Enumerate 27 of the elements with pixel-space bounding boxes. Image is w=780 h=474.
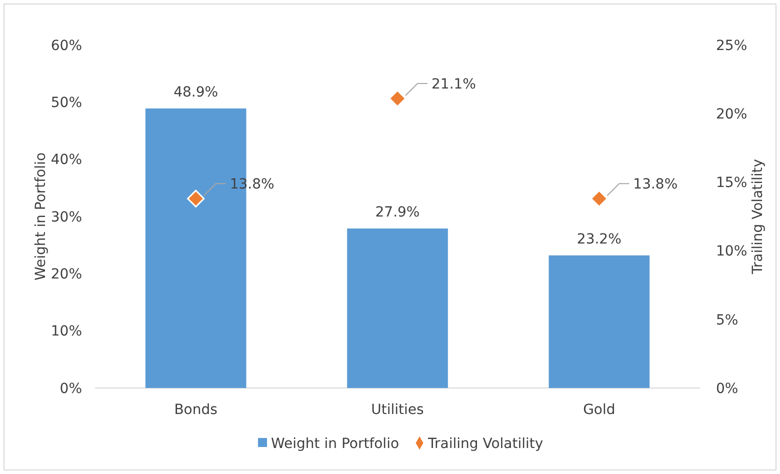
- y-tick-label: 60%: [50, 38, 82, 54]
- y-tick-label: 50%: [50, 95, 82, 112]
- y-tick-label: 30%: [50, 209, 82, 226]
- y-axis-title: Weight in Portfolio: [33, 152, 49, 281]
- y2-tick-label: 0%: [716, 380, 738, 397]
- bar: [347, 228, 448, 388]
- legend-label: Weight in Portfolio: [271, 436, 400, 452]
- x-tick-label: Utilities: [371, 402, 424, 418]
- bar: [548, 255, 650, 388]
- y2-tick-label: 15%: [716, 175, 748, 192]
- y-tick-label: 20%: [50, 266, 82, 283]
- x-tick-label: Bonds: [174, 402, 218, 418]
- y2-axis-title: Trailing Volatility: [750, 158, 766, 276]
- data-label: 21.1%: [432, 76, 476, 93]
- x-tick-label: Gold: [583, 402, 616, 418]
- y-tick-label: 0%: [60, 380, 82, 397]
- data-label: 23.2%: [576, 231, 622, 248]
- data-label: 13.8%: [633, 176, 678, 193]
- y2-tick-label: 20%: [716, 106, 748, 122]
- data-label: 27.9%: [375, 204, 420, 221]
- y-tick-label: 10%: [50, 324, 82, 340]
- y2-tick-label: 10%: [716, 244, 748, 260]
- data-label: 48.9%: [174, 84, 218, 100]
- y2-tick-label: 5%: [716, 312, 738, 328]
- legend-label: Trailing Volatility: [427, 436, 544, 452]
- y-tick-label: 40%: [50, 152, 82, 168]
- y2-tick-label: 25%: [716, 38, 748, 54]
